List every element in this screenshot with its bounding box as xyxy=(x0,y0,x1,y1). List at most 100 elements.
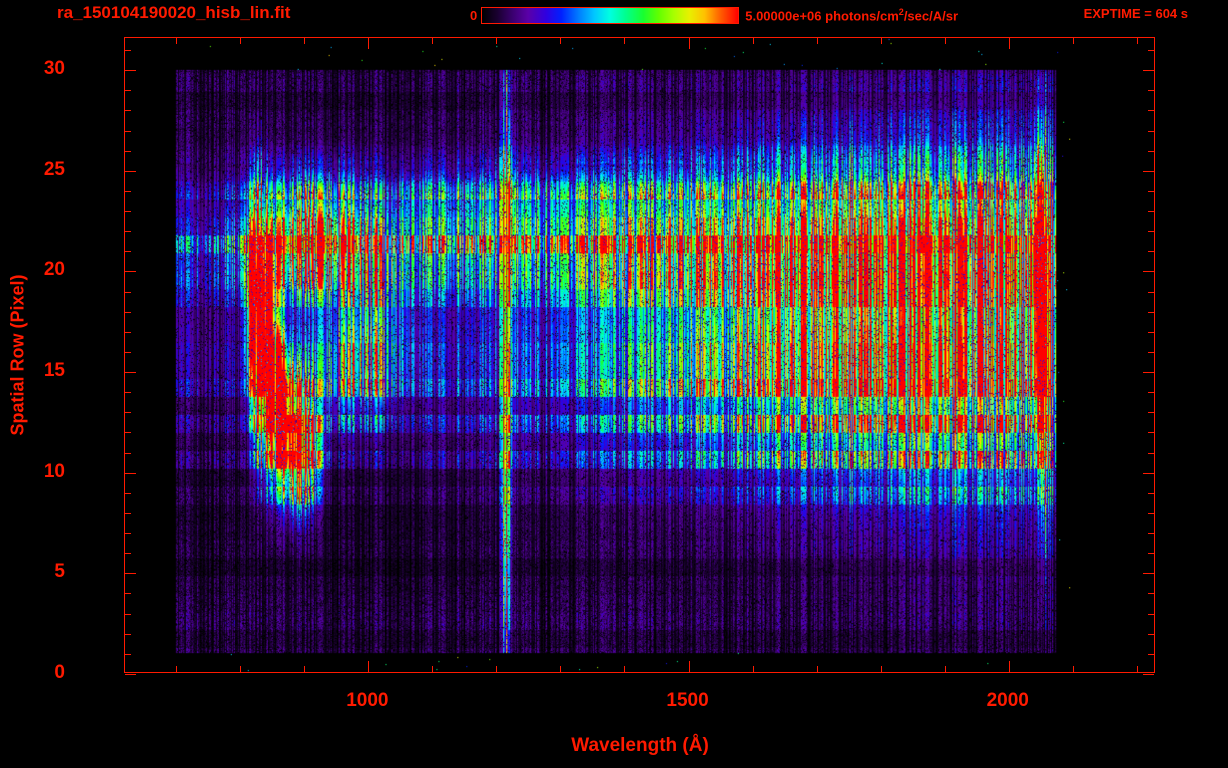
y-tick-minor xyxy=(1148,311,1154,313)
y-axis-title: Spatial Row (Pixel) xyxy=(7,274,28,436)
x-tick-major xyxy=(688,661,690,672)
y-tick-major xyxy=(1143,372,1154,374)
x-tick-label: 1500 xyxy=(666,690,709,711)
y-tick-minor xyxy=(125,211,131,213)
y-tick-minor xyxy=(125,432,131,434)
y-tick-minor xyxy=(125,190,131,192)
y-tick-minor xyxy=(1148,452,1154,454)
y-tick-minor xyxy=(125,512,131,514)
plot-frame xyxy=(124,37,1155,675)
x-tick-minor xyxy=(496,38,498,44)
y-tick-major xyxy=(1143,170,1154,172)
y-tick-major xyxy=(125,70,136,72)
x-tick-minor xyxy=(560,38,562,44)
y-tick-minor xyxy=(1148,331,1154,333)
colorbar-gradient xyxy=(481,6,740,24)
x-tick-minor xyxy=(304,666,306,672)
y-tick-major xyxy=(1143,472,1154,474)
y-tick-minor xyxy=(125,653,131,655)
y-tick-minor xyxy=(1148,412,1154,414)
y-tick-label: 20 xyxy=(43,259,65,281)
x-tick-major xyxy=(1008,661,1010,672)
x-tick-major xyxy=(688,38,690,49)
x-tick-minor xyxy=(624,38,626,44)
x-tick-minor xyxy=(944,38,946,44)
y-tick-major xyxy=(1143,674,1154,675)
x-tick-minor xyxy=(496,666,498,672)
y-tick-minor xyxy=(1148,533,1154,535)
y-tick-minor xyxy=(1148,190,1154,192)
y-tick-minor xyxy=(1148,432,1154,434)
x-tick-minor xyxy=(176,38,178,44)
x-tick-minor xyxy=(176,666,178,672)
y-tick-minor xyxy=(125,533,131,535)
x-tick-minor xyxy=(880,38,882,44)
x-tick-minor xyxy=(1136,666,1138,672)
x-tick-major xyxy=(368,661,370,672)
y-tick-label: 10 xyxy=(43,460,65,482)
y-tick-minor xyxy=(1148,633,1154,635)
y-tick-minor xyxy=(125,392,131,394)
x-tick-minor xyxy=(816,38,818,44)
y-tick-minor xyxy=(1148,613,1154,615)
y-tick-minor xyxy=(1148,50,1154,52)
x-tick-minor xyxy=(240,666,242,672)
y-tick-minor xyxy=(125,50,131,52)
file-title: ra_150104190020_hisb_lin.fit xyxy=(57,3,291,22)
y-tick-major xyxy=(125,674,136,675)
y-tick-label: 15 xyxy=(43,360,65,382)
colorbar-legend: 0 5.00000e+06 photons/cm2/sec/A/sr xyxy=(470,4,958,26)
y-tick-minor xyxy=(1148,653,1154,655)
y-tick-minor xyxy=(125,90,131,92)
y-tick-minor xyxy=(125,452,131,454)
y-tick-minor xyxy=(1148,351,1154,353)
y-tick-minor xyxy=(125,331,131,333)
y-tick-label: 25 xyxy=(43,158,65,180)
y-tick-minor xyxy=(1148,392,1154,394)
x-tick-minor xyxy=(624,666,626,672)
y-tick-major xyxy=(125,271,136,273)
colorbar-units-prefix: photons/cm xyxy=(821,8,899,24)
y-tick-minor xyxy=(125,351,131,353)
y-tick-minor xyxy=(125,412,131,414)
x-tick-minor xyxy=(240,38,242,44)
x-tick-label: 1000 xyxy=(346,690,389,711)
y-tick-minor xyxy=(125,613,131,615)
x-tick-minor xyxy=(816,666,818,672)
spectrogram-image xyxy=(125,38,1154,672)
x-tick-minor xyxy=(752,38,754,44)
x-tick-minor xyxy=(752,666,754,672)
y-tick-major xyxy=(125,573,136,575)
colorbar-units-suffix: /sec/A/sr xyxy=(903,8,959,24)
y-tick-minor xyxy=(125,633,131,635)
y-tick-minor xyxy=(125,593,131,595)
y-tick-minor xyxy=(1148,211,1154,213)
colorbar-units-exponent: 2 xyxy=(898,6,904,17)
x-tick-minor xyxy=(560,666,562,672)
y-tick-minor xyxy=(1148,90,1154,92)
y-tick-minor xyxy=(1148,130,1154,132)
y-tick-minor xyxy=(1148,231,1154,233)
colorbar-min-label: 0 xyxy=(470,7,478,23)
y-tick-minor xyxy=(1148,512,1154,514)
y-tick-minor xyxy=(125,130,131,132)
y-tick-minor xyxy=(125,150,131,152)
exptime-label: EXPTIME = 604 s xyxy=(1083,6,1188,21)
y-tick-label: 30 xyxy=(43,58,65,80)
y-tick-major xyxy=(125,170,136,172)
y-tick-minor xyxy=(1148,553,1154,555)
y-tick-major xyxy=(1143,70,1154,72)
y-tick-minor xyxy=(1148,291,1154,293)
y-tick-minor xyxy=(125,311,131,313)
y-tick-minor xyxy=(1148,150,1154,152)
colorbar-max-value: 5.00000e+06 xyxy=(745,8,822,24)
y-tick-minor xyxy=(1148,110,1154,112)
x-tick-major xyxy=(1008,38,1010,49)
y-tick-minor xyxy=(125,231,131,233)
y-tick-minor xyxy=(1148,251,1154,253)
x-tick-minor xyxy=(432,666,434,672)
y-tick-label: 0 xyxy=(54,662,65,683)
x-axis-title: Wavelength (Å) xyxy=(571,735,709,756)
x-tick-minor xyxy=(880,666,882,672)
